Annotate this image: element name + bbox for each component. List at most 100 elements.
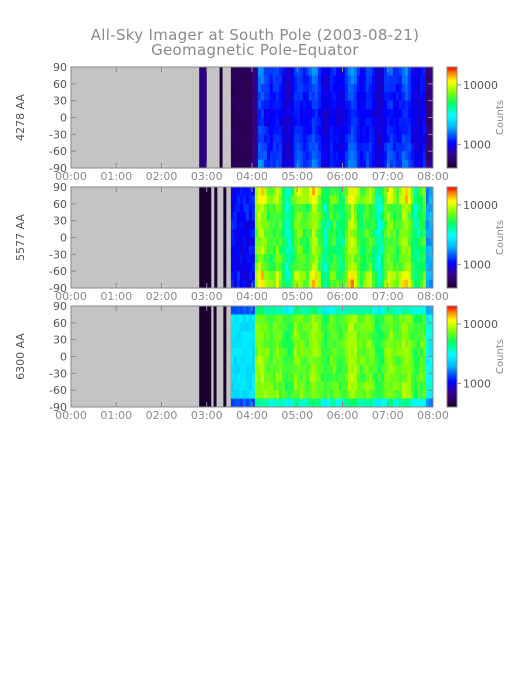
heatmap-cell bbox=[299, 331, 304, 341]
heatmap-cell bbox=[281, 306, 286, 315]
heatmap-cell bbox=[353, 364, 358, 374]
heatmap-cell bbox=[251, 398, 256, 407]
heatmap-cell bbox=[413, 134, 418, 144]
heatmap-cell bbox=[422, 117, 427, 127]
heatmap-cell bbox=[416, 381, 421, 391]
heatmap-cell bbox=[233, 314, 238, 324]
heatmap-cell bbox=[383, 220, 388, 230]
heatmap-cell bbox=[338, 151, 343, 161]
heatmap-cell bbox=[362, 159, 367, 168]
heatmap-cell bbox=[350, 381, 355, 391]
heatmap-cell bbox=[269, 67, 274, 76]
heatmap-cell bbox=[416, 125, 421, 135]
heatmap-cell bbox=[308, 83, 313, 93]
heatmap-cell bbox=[389, 262, 394, 272]
x-tick-label: 06:00 bbox=[327, 290, 359, 303]
heatmap-cell bbox=[356, 398, 361, 407]
heatmap-cell bbox=[317, 134, 322, 144]
heatmap-cell bbox=[338, 314, 343, 324]
heatmap-cell bbox=[332, 117, 337, 127]
heatmap-cell bbox=[260, 203, 265, 213]
heatmap-cell bbox=[407, 151, 412, 161]
heatmap-cell bbox=[416, 83, 421, 93]
heatmap-cell bbox=[398, 279, 403, 288]
heatmap-cell bbox=[428, 125, 433, 135]
heatmap-cell bbox=[398, 356, 403, 366]
heatmap-cell bbox=[263, 237, 268, 247]
heatmap-cell bbox=[377, 151, 382, 161]
heatmap-cell bbox=[374, 229, 379, 238]
heatmap-cell bbox=[356, 125, 361, 135]
heatmap-cell bbox=[254, 373, 259, 383]
heatmap-cell bbox=[338, 390, 343, 400]
heatmap-cell bbox=[386, 356, 391, 366]
heatmap-cell bbox=[407, 306, 412, 315]
heatmap-cell bbox=[287, 322, 292, 332]
heatmap-cell bbox=[272, 373, 277, 383]
heatmap-cell bbox=[239, 187, 244, 196]
heatmap-cell bbox=[365, 100, 370, 110]
heatmap-cell bbox=[233, 134, 238, 144]
chart-subtitle: Geomagnetic Pole-Equator bbox=[151, 41, 359, 59]
heatmap-cell bbox=[302, 254, 307, 264]
heatmap-cell bbox=[422, 390, 427, 400]
heatmap-cell bbox=[371, 220, 376, 230]
heatmap-cell bbox=[296, 254, 301, 264]
heatmap-cell bbox=[311, 339, 316, 349]
heatmap-cell bbox=[236, 237, 241, 247]
heatmap-cell bbox=[287, 373, 292, 383]
heatmap-cell bbox=[380, 125, 385, 135]
heatmap-cell bbox=[299, 254, 304, 264]
heatmap-cell bbox=[383, 322, 388, 332]
heatmap-cell bbox=[359, 279, 364, 288]
heatmap-cell bbox=[413, 271, 418, 281]
heatmap-cell bbox=[350, 125, 355, 135]
heatmap-cell bbox=[371, 125, 376, 135]
heatmap-cell bbox=[272, 339, 277, 349]
heatmap-cell bbox=[284, 381, 289, 391]
heatmap-cell bbox=[281, 356, 286, 366]
heatmap-cell bbox=[413, 83, 418, 93]
heatmap-cell bbox=[311, 134, 316, 144]
heatmap-cell bbox=[386, 67, 391, 76]
heatmap-cell bbox=[257, 142, 262, 152]
heatmap-cell bbox=[332, 390, 337, 400]
heatmap-cell bbox=[338, 117, 343, 127]
heatmap-cell bbox=[404, 125, 409, 135]
heatmap-cell bbox=[326, 220, 331, 230]
heatmap-cell bbox=[269, 159, 274, 168]
heatmap-cell bbox=[230, 348, 235, 357]
heatmap-cell bbox=[278, 254, 283, 264]
heatmap-cell bbox=[338, 381, 343, 391]
heatmap-cell bbox=[350, 195, 355, 205]
heatmap-cell bbox=[308, 262, 313, 272]
heatmap-cell bbox=[356, 151, 361, 161]
heatmap-cell bbox=[293, 229, 298, 238]
heatmap-cell bbox=[290, 279, 295, 288]
heatmap-cell bbox=[245, 212, 250, 222]
heatmap-cell bbox=[386, 92, 391, 102]
heatmap-cell bbox=[287, 203, 292, 213]
heatmap-cell bbox=[422, 339, 427, 349]
heatmap-cell bbox=[251, 314, 256, 324]
heatmap-cell bbox=[257, 100, 262, 110]
heatmap-cell bbox=[260, 322, 265, 332]
heatmap-cell bbox=[335, 245, 340, 255]
heatmap-cell bbox=[407, 245, 412, 255]
heatmap-cell bbox=[230, 245, 235, 255]
heatmap-cell bbox=[251, 203, 256, 213]
y-tick-label: -30 bbox=[49, 128, 67, 141]
heatmap-cell bbox=[338, 109, 343, 118]
heatmap-cell bbox=[293, 134, 298, 144]
heatmap-cell bbox=[278, 151, 283, 161]
heatmap-cell bbox=[407, 195, 412, 205]
heatmap-cell bbox=[350, 339, 355, 349]
heatmap-cell bbox=[269, 306, 274, 315]
heatmap-cell bbox=[425, 195, 430, 205]
heatmap-cell bbox=[347, 100, 352, 110]
heatmap-cell bbox=[326, 117, 331, 127]
heatmap-cell bbox=[266, 142, 271, 152]
heatmap-cell bbox=[335, 279, 340, 288]
heatmap-cell bbox=[275, 83, 280, 93]
heatmap-cell bbox=[272, 203, 277, 213]
